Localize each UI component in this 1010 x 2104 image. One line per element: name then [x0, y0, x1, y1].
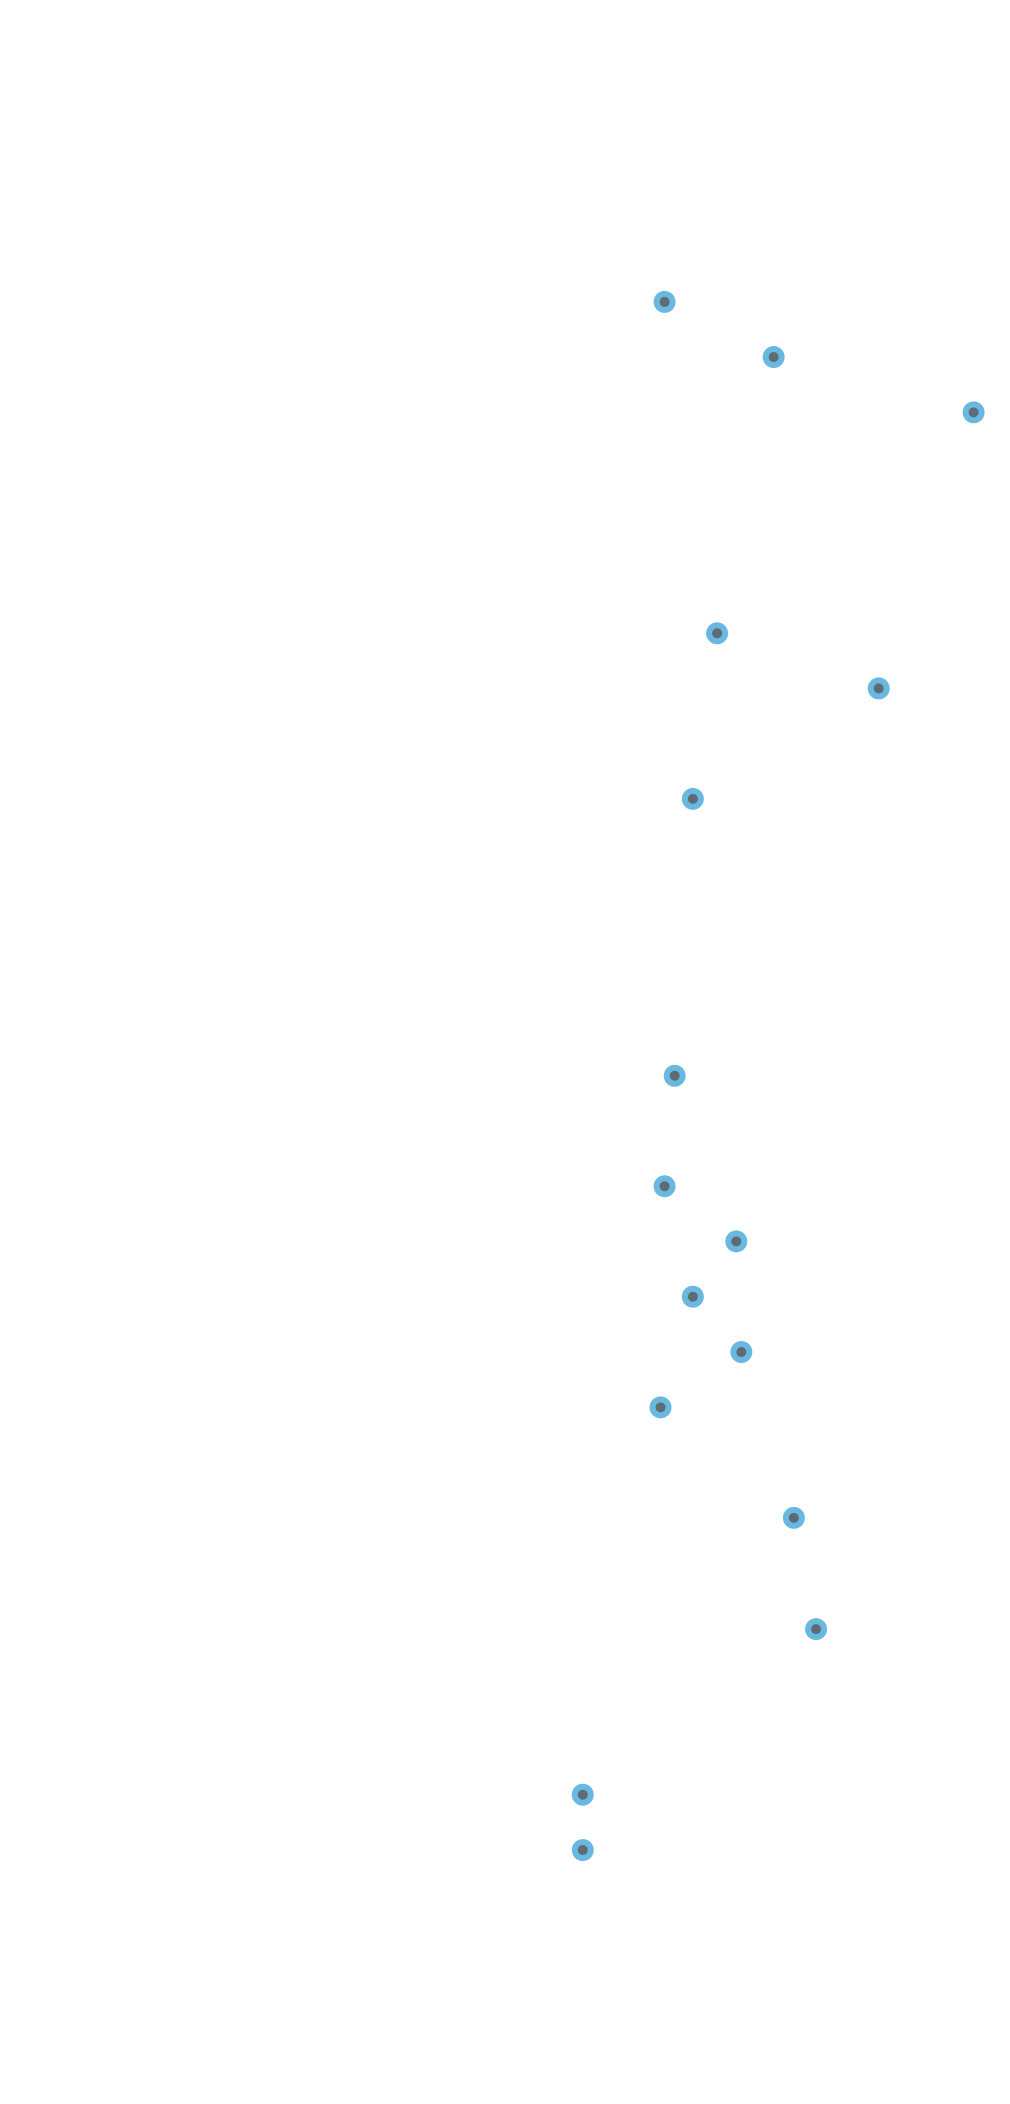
scatter-point	[867, 677, 890, 700]
scatter-point-center	[768, 352, 779, 363]
scatter-point	[725, 1230, 748, 1253]
scatter-point	[962, 401, 985, 424]
scatter-point-center	[731, 1236, 742, 1247]
scatter-point-center	[655, 1402, 666, 1413]
scatter-point	[730, 1341, 753, 1364]
scatter-point-center	[687, 793, 698, 804]
scatter-point-center	[687, 1291, 698, 1302]
scatter-point-center	[712, 628, 723, 639]
data-points	[571, 290, 985, 1862]
scatter-point	[653, 290, 676, 313]
scatter-point-center	[968, 407, 979, 418]
scatter-point	[681, 787, 704, 810]
scatter-point-center	[659, 1181, 670, 1192]
scatter-point-center	[577, 1845, 588, 1856]
scatter-point-center	[659, 296, 670, 307]
scatter-point-center	[873, 683, 884, 694]
scatter-point	[663, 1064, 686, 1087]
scatter-point-center	[811, 1624, 822, 1635]
scatter-point	[653, 1175, 676, 1198]
scatter-point-center	[577, 1789, 588, 1800]
scatter-point-center	[669, 1070, 680, 1081]
scatter-point	[571, 1839, 594, 1862]
scatter-point	[571, 1783, 594, 1806]
scatter-point	[782, 1506, 805, 1529]
scatter-point	[649, 1396, 672, 1419]
scatter-point	[681, 1285, 704, 1308]
scatter-point-center	[736, 1347, 747, 1358]
scatter-point-center	[788, 1512, 799, 1523]
scatter-point	[805, 1618, 828, 1641]
scatter-point	[762, 346, 785, 369]
scatter-point	[706, 622, 729, 645]
